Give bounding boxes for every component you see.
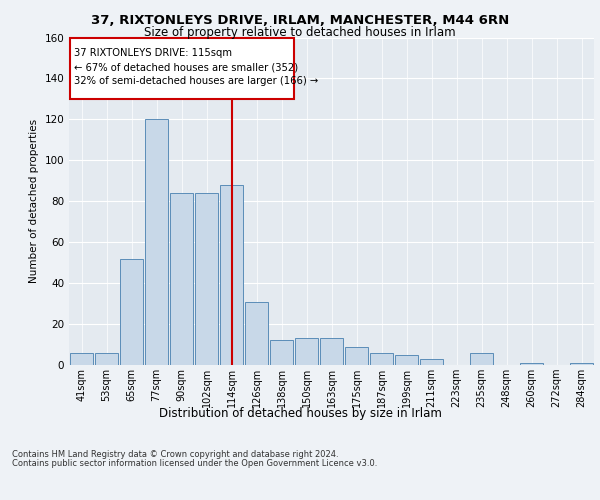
Bar <box>370 352 393 365</box>
Text: 37 RIXTONLEYS DRIVE: 115sqm: 37 RIXTONLEYS DRIVE: 115sqm <box>74 48 232 58</box>
Text: 32% of semi-detached houses are larger (166) →: 32% of semi-detached houses are larger (… <box>74 76 318 86</box>
Bar <box>95 352 118 365</box>
Bar <box>220 185 243 365</box>
Bar <box>520 363 543 365</box>
Text: Contains public sector information licensed under the Open Government Licence v3: Contains public sector information licen… <box>12 459 377 468</box>
Bar <box>145 120 168 365</box>
Text: Contains HM Land Registry data © Crown copyright and database right 2024.: Contains HM Land Registry data © Crown c… <box>12 450 338 459</box>
Bar <box>170 193 193 365</box>
Bar <box>70 38 294 99</box>
Bar <box>345 346 368 365</box>
Text: 37, RIXTONLEYS DRIVE, IRLAM, MANCHESTER, M44 6RN: 37, RIXTONLEYS DRIVE, IRLAM, MANCHESTER,… <box>91 14 509 27</box>
Bar <box>395 355 418 365</box>
Bar <box>120 258 143 365</box>
Bar <box>320 338 343 365</box>
Text: Size of property relative to detached houses in Irlam: Size of property relative to detached ho… <box>144 26 456 39</box>
Bar <box>270 340 293 365</box>
Bar <box>70 352 93 365</box>
Bar <box>195 193 218 365</box>
Y-axis label: Number of detached properties: Number of detached properties <box>29 119 39 284</box>
Bar <box>295 338 318 365</box>
Bar <box>420 359 443 365</box>
Bar <box>470 352 493 365</box>
Text: ← 67% of detached houses are smaller (352): ← 67% of detached houses are smaller (35… <box>74 62 298 72</box>
Text: Distribution of detached houses by size in Irlam: Distribution of detached houses by size … <box>158 408 442 420</box>
Bar <box>570 363 593 365</box>
Bar <box>245 302 268 365</box>
